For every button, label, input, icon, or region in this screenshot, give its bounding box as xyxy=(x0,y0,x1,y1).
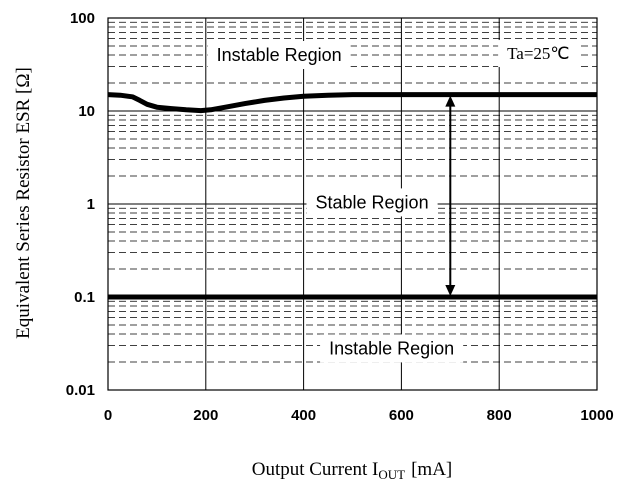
region-label-background xyxy=(320,334,464,363)
region-label: Stable Region xyxy=(316,192,429,212)
x-axis-title-unit: [mA] xyxy=(411,459,452,480)
x-tick-label: 400 xyxy=(291,407,316,424)
label-backgrounds xyxy=(207,40,579,363)
arrow-head-up xyxy=(445,95,456,107)
region-label-background xyxy=(306,188,438,217)
series-layer xyxy=(107,92,597,300)
region-label: Instable Region xyxy=(329,338,454,358)
x-axis-title-sub: OUT xyxy=(378,467,405,482)
condition-label: Ta=25℃ xyxy=(507,44,569,63)
region-label: Instable Region xyxy=(217,45,342,65)
x-tick-label: 600 xyxy=(389,407,414,424)
y-axis-title: Equivalent Series Resistor ESR [Ω] xyxy=(13,67,34,339)
region-label-background xyxy=(207,41,351,70)
series-line-1 xyxy=(107,92,597,114)
tick-labels: 0 200 400 600 800 1000 0.01 0.1 1 10 100 xyxy=(66,10,614,424)
region-label-background xyxy=(498,40,579,68)
arrow-head-down xyxy=(445,285,456,296)
x-tick-label: 1000 xyxy=(580,407,613,424)
y-tick-label: 10 xyxy=(78,103,95,120)
x-tick-label: 0 xyxy=(104,407,112,424)
x-tick-label: 800 xyxy=(487,407,512,424)
arrow-layer xyxy=(445,95,456,296)
x-axis-title-main: Output Current I xyxy=(252,459,379,480)
annotations-layer: Instable Region Stable Region Instable Reg… xyxy=(217,44,570,358)
y-tick-label: 0.01 xyxy=(66,382,95,399)
minor-gridlines xyxy=(108,21,597,363)
y-tick-label: 0.1 xyxy=(74,289,95,306)
x-tick-label: 200 xyxy=(193,407,218,424)
plot-frame xyxy=(107,17,598,391)
y-tick-label: 100 xyxy=(70,10,95,27)
x-axis-title: Output Current IOUT [mA] xyxy=(252,459,453,482)
y-tick-label: 1 xyxy=(87,196,95,213)
